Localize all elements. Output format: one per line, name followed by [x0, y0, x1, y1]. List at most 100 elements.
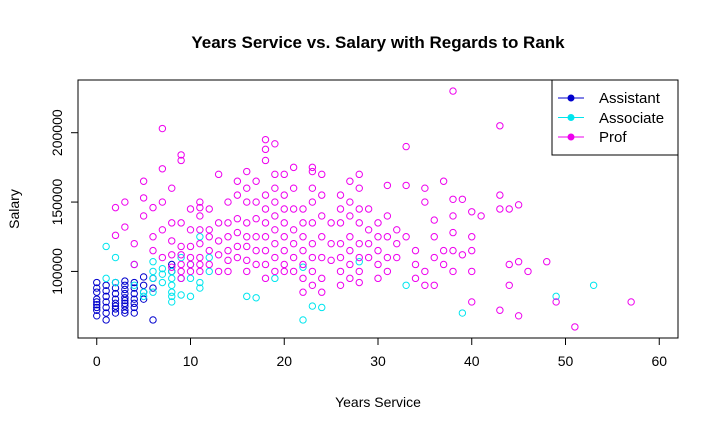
data-point-prof	[355, 219, 363, 227]
data-point-prof	[299, 233, 307, 241]
data-point-prof	[252, 177, 260, 185]
data-point-assistant	[121, 289, 129, 298]
legend-item-assistant: Assistant	[558, 90, 661, 107]
data-point-prof	[411, 274, 420, 283]
data-point-associate	[252, 294, 260, 302]
data-point-prof	[252, 246, 260, 255]
data-point-assistant	[121, 302, 129, 310]
data-point-prof	[402, 142, 410, 151]
data-point-prof	[402, 233, 410, 241]
data-point-prof	[374, 260, 382, 269]
data-point-prof	[149, 246, 157, 255]
data-point-assistant	[121, 281, 129, 289]
legend-item-prof: Prof	[558, 129, 627, 146]
data-point-prof	[280, 233, 288, 241]
data-point-assistant	[102, 303, 110, 312]
data-point-prof	[261, 191, 270, 199]
data-point-prof	[346, 246, 354, 255]
data-point-prof	[205, 205, 213, 213]
data-point-prof	[468, 233, 476, 241]
data-point-assistant	[121, 309, 129, 317]
data-point-assistant	[139, 273, 148, 281]
data-point-prof	[280, 267, 288, 276]
data-point-prof	[346, 198, 354, 206]
data-point-prof	[477, 212, 485, 220]
data-point-associate	[102, 242, 110, 251]
data-point-prof	[374, 233, 382, 241]
data-point-associate	[271, 274, 279, 283]
data-point-prof	[299, 205, 307, 213]
data-point-prof	[364, 239, 373, 248]
data-point-prof	[449, 228, 457, 237]
data-point-associate	[149, 258, 157, 266]
data-point-prof	[439, 260, 448, 269]
data-point-associate	[158, 278, 167, 287]
data-point-prof	[261, 260, 270, 269]
data-point-assistant	[93, 298, 101, 306]
data-point-prof	[308, 239, 317, 248]
data-point-prof	[402, 181, 410, 190]
data-point-prof	[336, 267, 345, 276]
data-point-prof	[411, 246, 420, 255]
data-point-prof	[233, 215, 242, 223]
data-point-assistant	[111, 309, 120, 317]
data-point-prof	[177, 274, 185, 283]
data-point-prof	[505, 205, 513, 213]
data-point-prof	[336, 253, 345, 262]
data-point-assistant	[93, 303, 101, 312]
data-point-prof	[243, 184, 251, 192]
data-point-prof	[346, 177, 354, 185]
data-point-prof	[111, 203, 120, 212]
data-point-prof	[346, 212, 354, 220]
data-point-prof	[393, 226, 401, 234]
data-point-prof	[261, 135, 270, 144]
data-point-prof	[308, 184, 317, 192]
x-tick-label: 40	[464, 353, 480, 369]
data-point-prof	[374, 274, 382, 283]
data-point-assistant	[121, 296, 129, 305]
data-point-prof	[299, 260, 307, 269]
data-point-prof	[252, 215, 260, 223]
data-point-assistant	[130, 303, 138, 312]
data-point-assistant	[111, 299, 120, 308]
data-point-prof	[158, 124, 167, 133]
data-point-associate	[402, 281, 410, 289]
data-point-prof	[318, 191, 326, 199]
legend-label-assistant: Assistant	[599, 90, 661, 107]
data-point-prof	[233, 191, 242, 199]
data-point-prof	[214, 237, 223, 245]
data-point-prof	[346, 274, 354, 283]
data-point-prof	[186, 242, 195, 251]
data-point-prof	[177, 267, 185, 276]
data-point-prof	[177, 151, 185, 159]
data-point-prof	[383, 181, 392, 190]
data-point-associate	[149, 274, 157, 283]
data-point-prof	[308, 253, 317, 262]
data-point-prof	[271, 198, 279, 206]
data-point-associate	[149, 267, 157, 276]
data-point-assistant	[102, 316, 110, 324]
data-point-associate	[130, 281, 138, 289]
data-point-associate	[168, 292, 176, 301]
data-point-prof	[271, 267, 279, 276]
data-point-prof	[271, 239, 279, 248]
data-point-prof	[205, 233, 213, 241]
data-point-assistant	[93, 301, 101, 309]
data-point-prof	[196, 226, 204, 234]
data-point-assistant	[102, 281, 110, 289]
data-point-assistant	[130, 289, 138, 298]
data-point-assistant	[121, 299, 129, 308]
data-point-prof	[421, 184, 429, 192]
data-point-prof	[318, 288, 326, 296]
data-point-prof	[243, 242, 251, 251]
data-point-prof	[205, 246, 213, 255]
data-point-prof	[449, 87, 457, 95]
data-point-prof	[496, 306, 504, 314]
data-point-prof	[355, 170, 363, 179]
data-point-prof	[468, 246, 476, 255]
data-point-prof	[299, 288, 307, 296]
data-point-assistant	[93, 284, 101, 292]
data-point-prof	[271, 253, 279, 262]
data-point-prof	[139, 212, 148, 220]
data-point-prof	[355, 267, 363, 276]
